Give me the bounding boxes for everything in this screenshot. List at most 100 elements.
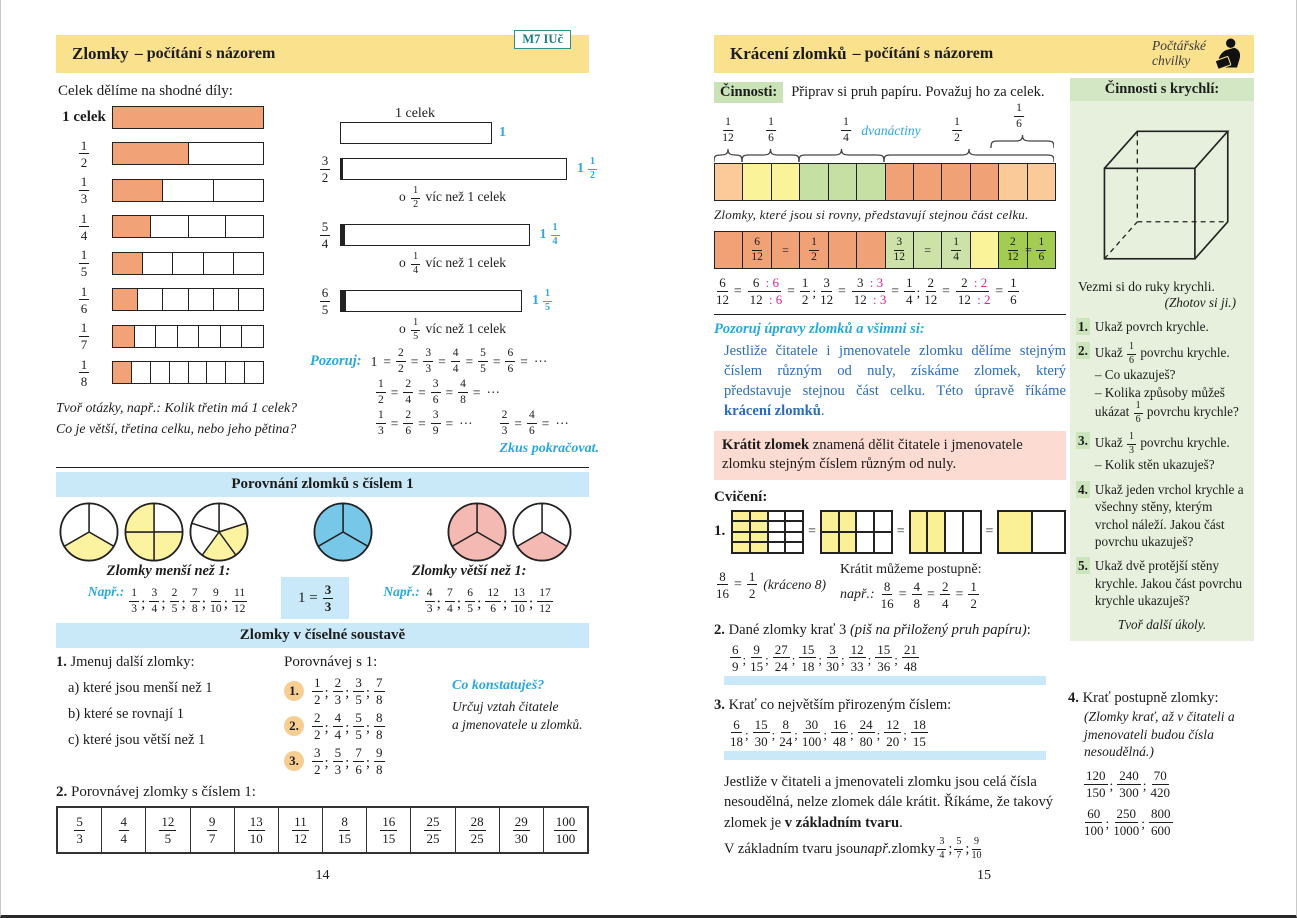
text-segment: Ukaž dvě protější stěny krychle. Jakou č… [1094,558,1243,609]
numerator: 6 [505,347,516,362]
grid-cell [820,531,839,553]
fraction: 21 48 [901,641,919,673]
denominator: 6 [405,424,412,437]
bar-cell [198,325,220,347]
bar-cell [343,225,344,245]
text-segment: 2. [714,621,725,638]
text-segment: 3. [714,696,725,713]
denominator: 15 [338,831,352,846]
page-title: Krácení zlomků [730,44,847,63]
equals-sign: = [896,523,905,539]
numerator: 1 [78,283,90,300]
bar-cell [344,291,345,311]
fraction-with-divisor: 2 : 2 12 : 2 [955,276,991,306]
numerator: 21 [901,641,919,659]
denominator: 420 [1150,785,1171,801]
dvanactiny-label: dvanáctiny [861,123,921,138]
denominator: 25 [426,831,440,846]
less-than-one-group: Zlomky menší než 1: Např.: 1 3; 3 4; 2 5; 7 8; 9 1… [56,563,281,619]
numerator: 12 [884,716,902,734]
numerator: 1 [411,318,421,331]
fraction: 6 12 [751,236,763,264]
series-logo: Počtářské chvilky [1152,36,1246,72]
fraction: 6 18 [730,718,743,748]
logo-line: Počtářské [1152,38,1206,54]
page-subtitle: – počítání s názorem [852,45,994,62]
numerator: 240 [1117,768,1141,785]
equals-sign: = [891,283,900,298]
bar-cell [155,325,177,347]
text-segment: Ukaž [1094,435,1127,451]
denominator: 10 [971,850,982,862]
text-segment: Krať postupně zlomky: [1078,690,1219,706]
numerator: 9 [206,814,218,831]
denominator: 12 [893,251,905,263]
denominator: 6 [1135,414,1141,426]
fraction: 18 15 [910,716,928,748]
denominator: 2 [314,727,321,742]
text-segment: krácení zlomků [724,403,821,420]
bar-cell [341,159,342,179]
bar-cell [168,362,188,383]
denominator: 16 [880,595,894,611]
numerator: 15 [799,641,817,659]
fraction: 9 10 [971,837,981,861]
denominator: 4 [405,393,412,406]
numerator: 18 [910,716,928,734]
strip-cell [969,164,999,200]
separator: ; [1142,778,1147,794]
fraction: 13 10 [511,587,527,615]
num-value: 2 [961,275,968,290]
numerator: 6 [717,275,728,292]
denominator: 2 [748,585,756,601]
whole-part: 1 [539,227,547,242]
numerator: 8 [717,568,728,586]
denominator: 8 [80,373,88,389]
item-text: Ukaž povrch krychle. [1095,318,1209,335]
grid-cell [785,542,804,553]
numerator: 8 [374,710,385,727]
math-token: = [390,415,399,431]
fraction: 60 100 [1084,807,1104,837]
text-segment: : [1026,621,1031,638]
numerator: 1 [723,116,733,131]
denominator: 12 [539,602,551,615]
item-text: Ukaž dvě protější stěny krychle. Jakou č… [1095,557,1247,609]
denominator: 8 [460,393,466,406]
pie-chart [59,502,119,562]
compare-title: Porovnávej s 1: [284,654,378,670]
table-cell: 8 15 [322,807,368,853]
fraction: 8 24 [779,718,792,748]
denominator: 150 [1086,785,1106,801]
strip-cell [912,164,942,200]
separator: ; [528,594,534,612]
fraction: 16 15 [380,815,398,845]
numerator: 29 [512,814,530,831]
bar-cell [113,106,263,128]
equation-group: 1 3 = 2 6 = 3 9 = ··· [374,409,476,437]
numerator: 12 [848,641,866,659]
denominator: 6 [355,762,362,777]
activities-text: Připrav si pruh papíru. Považuj ho za ce… [791,84,1045,100]
denominator: 4 [321,236,329,251]
exercise4: 4. Krať postupně zlomky: (Zlomky krať, a… [1068,690,1254,837]
braces-svg [714,134,1054,163]
fraction-bar [112,251,264,275]
task1-item-a: a) které jsou menší než 1 [68,680,213,696]
fraction: 11 12 [292,815,309,845]
grid-cell [785,510,804,522]
one-whole-label: 1 celek [394,106,436,121]
greater-title: Zlomky větší než 1: [411,563,527,579]
text-segment: Krať co největším přirozeným číslem: [724,696,952,713]
text-segment: v základním tvaru [784,814,900,831]
